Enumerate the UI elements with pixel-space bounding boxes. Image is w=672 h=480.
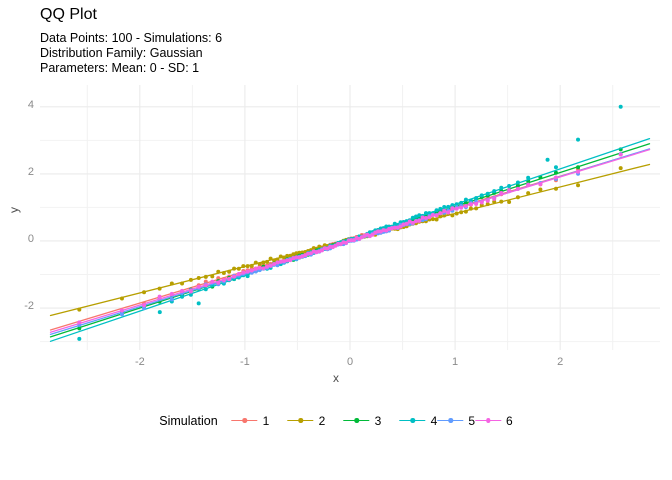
subtitle-line-2: Distribution Family: Gaussian xyxy=(40,46,203,60)
qq-plot-canvas xyxy=(40,85,660,350)
page-title: QQ Plot xyxy=(40,6,97,23)
legend-key-icon xyxy=(231,414,258,428)
x-tick-label: 2 xyxy=(557,356,564,368)
series-6 xyxy=(49,149,651,333)
legend-key-icon xyxy=(287,414,314,428)
subtitle-line-1: Data Points: 100 - Simulations: 6 xyxy=(40,31,223,45)
subtitle-line-3: Parameters: Mean: 0 - SD: 1 xyxy=(40,61,200,75)
legend-item-label: 6 xyxy=(506,414,513,428)
x-axis-title: x xyxy=(333,371,339,385)
x-tick-label: 1 xyxy=(452,356,459,368)
legend-item-3[interactable]: 3 xyxy=(343,414,400,428)
legend-key-icon xyxy=(399,414,426,428)
legend-key-icon xyxy=(343,414,370,428)
y-axis-title: y xyxy=(7,207,21,213)
x-tick-label: -2 xyxy=(134,356,145,368)
plot-subtitle: Data Points: 100 - Simulations: 6 Distri… xyxy=(40,31,222,76)
legend-item-label: 1 xyxy=(262,414,270,428)
y-tick-label: -2 xyxy=(24,300,34,313)
y-tick-label: 2 xyxy=(27,165,34,178)
legend: Simulation 1 2 3 4 5 6 xyxy=(0,408,672,470)
legend-item-5[interactable]: 5 xyxy=(437,414,475,428)
legend-key-icon xyxy=(475,414,502,428)
legend-key-icon xyxy=(437,414,464,428)
legend-item-2[interactable]: 2 xyxy=(287,414,344,428)
legend-item-label: 2 xyxy=(318,414,326,428)
plot-panel xyxy=(40,85,660,350)
x-tick-label: 0 xyxy=(346,356,354,368)
legend-item-label: 4 xyxy=(430,414,438,428)
legend-item-1[interactable]: 1 xyxy=(231,414,288,428)
legend-item-label: 3 xyxy=(374,414,382,428)
y-tick-label: 4 xyxy=(27,98,34,111)
legend-item-4[interactable]: 4 xyxy=(399,414,438,428)
y-tick-label: 0 xyxy=(27,232,34,245)
legend-items: 1 2 3 4 5 6 xyxy=(231,408,513,434)
x-tick-label: -1 xyxy=(240,356,250,368)
legend-item-6[interactable]: 6 xyxy=(475,414,513,428)
legend-title: Simulation xyxy=(159,414,218,428)
legend-item-label: 5 xyxy=(468,414,476,428)
